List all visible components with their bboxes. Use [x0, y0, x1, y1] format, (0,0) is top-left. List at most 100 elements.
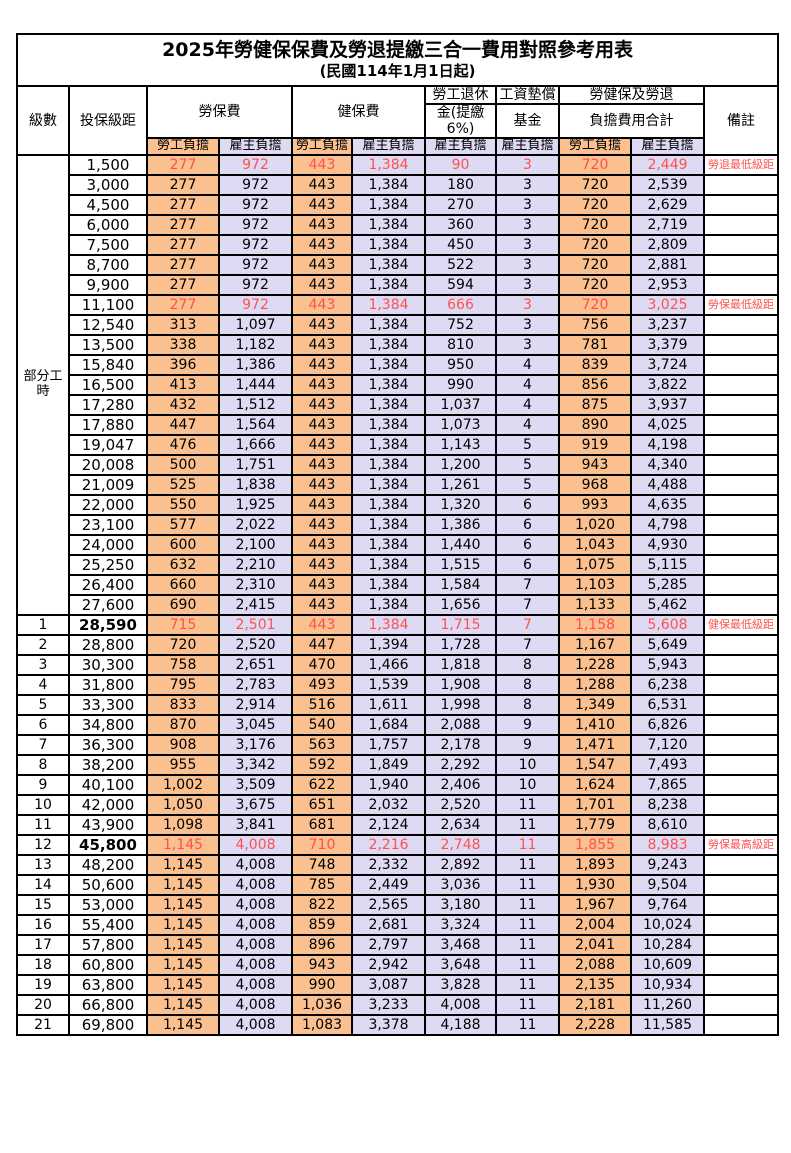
- bracket-cell: 25,250: [68, 554, 148, 577]
- pension-employer-cell: 1,515: [424, 554, 497, 577]
- total-employee-cell: 720: [558, 274, 632, 297]
- table-row: 6,000 277 972 443 1,384 360 3 720 2,719: [17, 214, 780, 237]
- remark-cell: [702, 1014, 780, 1037]
- labor-employer-cell: 2,022: [218, 514, 293, 537]
- table-row: 4 31,800 795 2,783 493 1,539 1,908 8 1,288 6,238: [16, 674, 780, 697]
- labor-employee-cell: 1,050: [146, 794, 220, 817]
- labor-employer-cell: 3,045: [218, 714, 293, 737]
- total-employee-cell: 2,181: [558, 994, 632, 1017]
- health-employer-cell: 1,384: [351, 574, 426, 597]
- total-employer-cell: 4,025: [630, 414, 705, 437]
- health-employee-cell: 563: [291, 734, 353, 757]
- health-employer-cell: 2,124: [351, 814, 426, 837]
- page-subtitle: (民國114年1月1日起): [319, 61, 476, 80]
- labor-employer-cell: 972: [218, 174, 293, 197]
- health-employer-cell: 1,384: [351, 554, 426, 577]
- labor-employee-cell: 277: [146, 214, 220, 237]
- labor-employee-cell: 715: [146, 614, 220, 637]
- wage-fund-employer-cell: 7: [495, 574, 560, 597]
- health-employee-cell: 896: [291, 934, 353, 957]
- health-employer-cell: 3,378: [351, 1014, 426, 1037]
- bracket-cell: 30,300: [68, 654, 148, 677]
- bracket-cell: 17,280: [68, 394, 148, 417]
- pension-employer-cell: 2,292: [424, 754, 497, 777]
- bracket-cell: 60,800: [68, 954, 148, 977]
- remark-cell: [702, 854, 780, 877]
- remark-cell: [702, 314, 780, 337]
- col-header-remark: 備註: [702, 84, 780, 157]
- health-employer-cell: 1,384: [351, 154, 426, 177]
- health-employer-cell: 1,384: [351, 494, 426, 517]
- health-employee-cell: 443: [291, 274, 353, 297]
- table-row: 17,880 447 1,564 443 1,384 1,073 4 890 4,025: [17, 414, 780, 437]
- total-employer-cell: 3,937: [630, 394, 705, 417]
- remark-cell: [702, 354, 780, 377]
- table-row: 22,000 550 1,925 443 1,384 1,320 6 993 4,635: [17, 494, 780, 517]
- labor-employer-cell: 4,008: [218, 834, 293, 857]
- total-employer-cell: 6,826: [630, 714, 705, 737]
- health-employee-cell: 443: [291, 194, 353, 217]
- health-employer-cell: 3,087: [351, 974, 426, 997]
- remark-cell: [702, 814, 780, 837]
- total-employer-cell: 10,609: [630, 954, 705, 977]
- bracket-cell: 21,009: [68, 474, 148, 497]
- labor-employee-cell: 660: [146, 574, 220, 597]
- health-employee-cell: 443: [291, 614, 353, 637]
- total-employee-cell: 720: [558, 254, 632, 277]
- pension-employer-cell: 522: [424, 254, 497, 277]
- health-employer-cell: 1,849: [351, 754, 426, 777]
- health-employee-cell: 443: [291, 534, 353, 557]
- health-employee-cell: 447: [291, 634, 353, 657]
- bracket-cell: 12,540: [68, 314, 148, 337]
- wage-fund-employer-cell: 3: [495, 294, 560, 317]
- health-employer-cell: 1,384: [351, 614, 426, 637]
- health-employer-cell: 1,384: [351, 514, 426, 537]
- labor-employee-cell: 277: [146, 194, 220, 217]
- table-row: 16,500 413 1,444 443 1,384 990 4 856 3,822: [17, 374, 780, 397]
- health-employee-cell: 470: [291, 654, 353, 677]
- total-employer-cell: 3,379: [630, 334, 705, 357]
- table-row: 11 43,900 1,098 3,841 681 2,124 2,634 11 1,779 8,…: [16, 814, 780, 837]
- subheader-total-employer: 雇主負擔: [630, 137, 705, 157]
- labor-employer-cell: 4,008: [218, 894, 293, 917]
- health-employee-cell: 443: [291, 394, 353, 417]
- health-employee-cell: 443: [291, 314, 353, 337]
- wage-fund-employer-cell: 3: [495, 314, 560, 337]
- level-cell: 17: [16, 934, 70, 957]
- total-employer-cell: 11,585: [630, 1014, 705, 1037]
- level-cell: 14: [16, 874, 70, 897]
- wage-fund-employer-cell: 8: [495, 674, 560, 697]
- pension-employer-cell: 2,634: [424, 814, 497, 837]
- labor-employer-cell: 972: [218, 274, 293, 297]
- pension-employer-cell: 810: [424, 334, 497, 357]
- bracket-cell: 26,400: [68, 574, 148, 597]
- bracket-cell: 13,500: [68, 334, 148, 357]
- labor-employer-cell: 2,914: [218, 694, 293, 717]
- wage-fund-employer-cell: 11: [495, 894, 560, 917]
- labor-employer-cell: 1,386: [218, 354, 293, 377]
- pension-employer-cell: 1,261: [424, 474, 497, 497]
- wage-fund-employer-cell: 11: [495, 874, 560, 897]
- pension-employer-cell: 3,468: [424, 934, 497, 957]
- remark-cell: [702, 954, 780, 977]
- remark-cell: [702, 394, 780, 417]
- total-employee-cell: 720: [558, 214, 632, 237]
- pension-employer-cell: 950: [424, 354, 497, 377]
- labor-employer-cell: 3,342: [218, 754, 293, 777]
- health-employee-cell: 822: [291, 894, 353, 917]
- total-employer-cell: 3,237: [630, 314, 705, 337]
- remark-cell: [702, 374, 780, 397]
- subheader-total-employee: 勞工負擔: [558, 137, 632, 157]
- table-row: 5 33,300 833 2,914 516 1,611 1,998 8 1,349 6,531: [16, 694, 780, 717]
- remark-cell: [702, 274, 780, 297]
- level-cell: 20: [16, 994, 70, 1017]
- health-employee-cell: 785: [291, 874, 353, 897]
- remark-cell: [702, 594, 780, 617]
- bracket-cell: 31,800: [68, 674, 148, 697]
- labor-employee-cell: 795: [146, 674, 220, 697]
- health-employer-cell: 2,681: [351, 914, 426, 937]
- total-employer-cell: 5,115: [630, 554, 705, 577]
- total-employee-cell: 720: [558, 154, 632, 177]
- wage-fund-employer-cell: 10: [495, 774, 560, 797]
- level-cell: 8: [16, 754, 70, 777]
